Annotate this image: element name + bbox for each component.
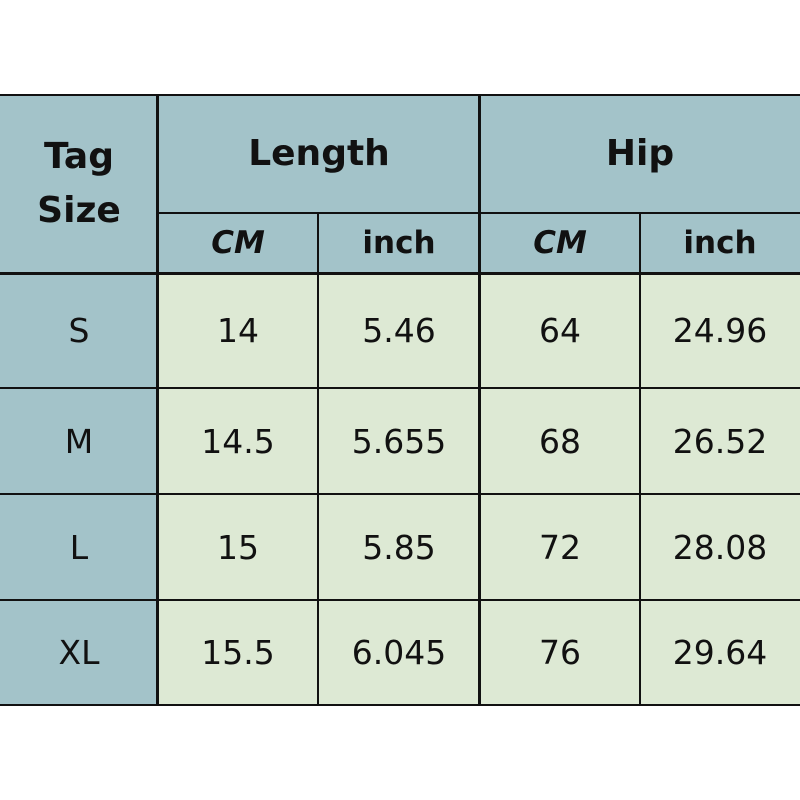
value-cell-hip-cm: 72	[480, 494, 640, 600]
size-cell: M	[0, 388, 158, 494]
value-cell-length-inch: 5.46	[318, 273, 480, 388]
hip-cm-header: CM	[480, 213, 640, 273]
value-cell-length-inch: 5.655	[318, 388, 480, 494]
value-cell-hip-cm: 76	[480, 600, 640, 705]
size-cell: XL	[0, 600, 158, 705]
value-cell-length-cm: 15	[158, 494, 318, 600]
hip-inch-header: inch	[640, 213, 800, 273]
value-cell-hip-inch: 29.64	[640, 600, 800, 705]
value-cell-hip-cm: 64	[480, 273, 640, 388]
value-cell-length-inch: 6.045	[318, 600, 480, 705]
hip-header: Hip	[480, 95, 800, 213]
length-cm-header: CM	[158, 213, 318, 273]
value-cell-hip-inch: 26.52	[640, 388, 800, 494]
value-cell-hip-inch: 24.96	[640, 273, 800, 388]
length-header: Length	[158, 95, 480, 213]
value-cell-length-cm: 14.5	[158, 388, 318, 494]
length-inch-header: inch	[318, 213, 480, 273]
size-cell: L	[0, 494, 158, 600]
value-cell-hip-cm: 68	[480, 388, 640, 494]
value-cell-hip-inch: 28.08	[640, 494, 800, 600]
value-cell-length-cm: 15.5	[158, 600, 318, 705]
tag-size-header: Tag Size	[0, 95, 158, 273]
value-cell-length-cm: 14	[158, 273, 318, 388]
size-cell: S	[0, 273, 158, 388]
value-cell-length-inch: 5.85	[318, 494, 480, 600]
